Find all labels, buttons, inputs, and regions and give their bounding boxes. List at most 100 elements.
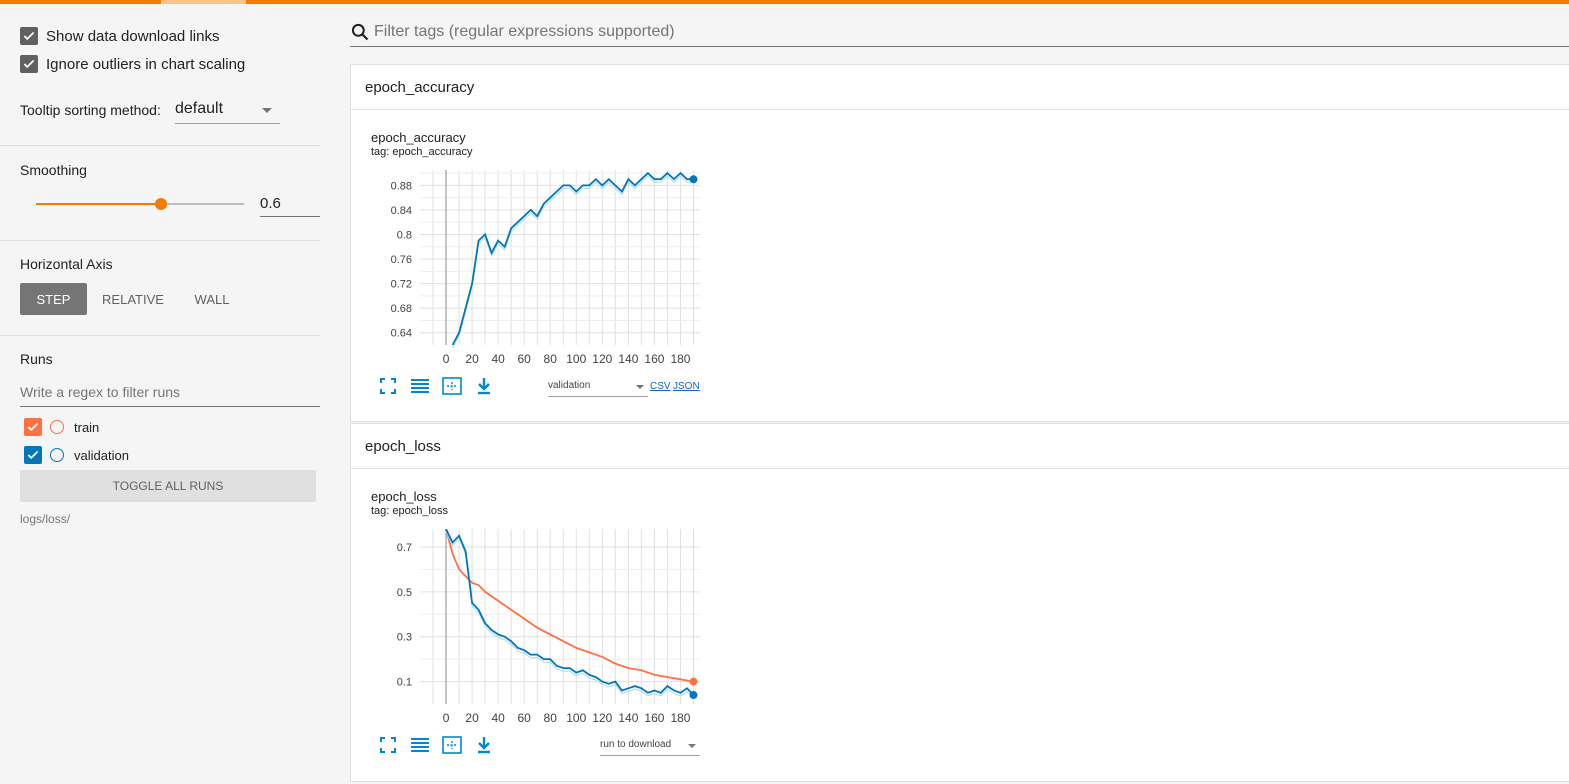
- dropdown-caret-icon: [688, 744, 696, 748]
- tag-filter-search[interactable]: Filter tags (regular expressions support…: [350, 18, 1569, 47]
- divider: [0, 335, 320, 336]
- axis-relative-button[interactable]: RELATIVE: [102, 291, 164, 307]
- x-tick-label: 100: [566, 352, 586, 366]
- x-tick-label: 160: [644, 352, 664, 366]
- toggle-log-scale-icon[interactable]: [410, 735, 430, 755]
- fullscreen-icon[interactable]: [378, 735, 398, 755]
- toggle-all-runs-button[interactable]: TOGGLE ALL RUNS: [20, 470, 316, 502]
- y-tick-label: 0.76: [391, 254, 412, 266]
- smoothing-slider[interactable]: [36, 198, 244, 210]
- axis-step-button[interactable]: STEP: [20, 283, 87, 315]
- top-bar: [0, 0, 1569, 4]
- download-icon[interactable]: [474, 735, 494, 755]
- divider: [0, 145, 320, 146]
- x-tick-label: 40: [491, 711, 505, 725]
- category-body: [350, 469, 1569, 782]
- x-tick-label: 180: [670, 711, 690, 725]
- x-tick-label: 40: [491, 352, 505, 366]
- x-tick-label: 80: [544, 711, 558, 725]
- checkbox-checked-icon[interactable]: [24, 446, 42, 464]
- show-download-links-label: Show data download links: [46, 27, 220, 45]
- run-label-train: train: [74, 419, 100, 435]
- smoothing-slider-fill: [36, 203, 161, 205]
- run-color-circle-icon[interactable]: [50, 448, 64, 462]
- y-tick-label: 0.3: [397, 632, 412, 644]
- y-tick-label: 0.68: [391, 303, 412, 315]
- checkbox-checked-icon[interactable]: [20, 27, 38, 45]
- csv-download-link[interactable]: CSV: [650, 381, 671, 392]
- x-tick-label: 80: [544, 352, 558, 366]
- smoothing-slider-thumb[interactable]: [154, 198, 167, 210]
- runs-filter-input[interactable]: Write a regex to filter runs: [20, 381, 320, 407]
- x-tick-label: 0: [443, 352, 450, 366]
- y-tick-label: 0.1: [397, 677, 412, 689]
- download-icon[interactable]: [474, 376, 494, 396]
- sidebar: Show data download links Ignore outliers…: [0, 4, 320, 784]
- category-header-epoch-accuracy[interactable]: epoch_accuracy: [350, 64, 1569, 110]
- accuracy-chart[interactable]: 0.64 0.68 0.72 0.76 0.8 0.84 0.88 0 20 40 60 80 100 1…: [371, 165, 711, 370]
- loss-chart[interactable]: 0.1 0.3 0.5 0.7 0 20 40 60 80 100 120 140 160 180: [371, 524, 711, 729]
- x-tick-label: 60: [518, 711, 532, 725]
- checkbox-checked-icon[interactable]: [24, 418, 42, 436]
- axis-wall-button[interactable]: WALL: [194, 291, 230, 307]
- run-row-train[interactable]: train: [24, 418, 99, 436]
- x-tick-label: 0: [443, 711, 450, 725]
- divider: [0, 240, 320, 241]
- y-tick-label: 0.8: [397, 229, 412, 241]
- tooltip-sorting-value: default: [175, 100, 224, 117]
- card-title: epoch_accuracy: [371, 130, 466, 145]
- x-tick-label: 120: [592, 711, 612, 725]
- ignore-outliers-label: Ignore outliers in chart scaling: [46, 55, 246, 73]
- category-body: [350, 110, 1569, 422]
- series-end-marker-validation: [689, 691, 698, 700]
- x-tick-label: 20: [465, 352, 479, 366]
- x-tick-label: 160: [644, 711, 664, 725]
- chart-toolbar: [378, 735, 506, 755]
- ignore-outliers-checkbox[interactable]: Ignore outliers in chart scaling: [20, 55, 245, 73]
- run-download-select-value: validation: [548, 380, 591, 391]
- y-tick-label: 0.7: [397, 542, 412, 554]
- series-end-marker-train: [689, 677, 698, 686]
- x-tick-label: 180: [670, 352, 690, 366]
- fullscreen-icon[interactable]: [378, 376, 398, 396]
- series-line-validation: [451, 171, 694, 345]
- smoothing-title: Smoothing: [20, 162, 87, 178]
- tooltip-sorting-label: Tooltip sorting method:: [20, 102, 161, 118]
- toggle-log-scale-icon[interactable]: [410, 376, 430, 396]
- x-tick-label: 140: [618, 352, 638, 366]
- show-download-links-checkbox[interactable]: Show data download links: [20, 27, 219, 45]
- run-color-circle-icon[interactable]: [50, 420, 64, 434]
- x-tick-label: 60: [518, 352, 532, 366]
- y-tick-label: 0.64: [391, 328, 412, 340]
- series-end-marker-validation: [689, 175, 698, 184]
- category-header-epoch-loss[interactable]: epoch_loss: [350, 423, 1569, 469]
- search-input[interactable]: Filter tags (regular expressions support…: [374, 23, 675, 40]
- run-download-select-value: run to download: [600, 739, 672, 750]
- x-tick-label: 140: [618, 711, 638, 725]
- run-download-select[interactable]: validation: [548, 379, 648, 397]
- category-title: epoch_accuracy: [365, 79, 475, 96]
- series-line-validation: [445, 529, 695, 696]
- run-download-select[interactable]: run to download: [600, 738, 700, 756]
- search-icon: [351, 23, 369, 41]
- card-tag: tag: epoch_accuracy: [371, 146, 473, 158]
- fit-domain-icon[interactable]: [442, 735, 462, 755]
- json-download-link[interactable]: JSON: [673, 381, 700, 392]
- y-tick-label: 0.84: [391, 205, 412, 217]
- x-tick-label: 100: [566, 711, 586, 725]
- category-title: epoch_loss: [365, 438, 441, 455]
- y-tick-label: 0.5: [397, 587, 412, 599]
- checkbox-checked-icon[interactable]: [20, 55, 38, 73]
- run-row-validation[interactable]: validation: [24, 446, 129, 464]
- card-title: epoch_loss: [371, 489, 437, 504]
- fit-domain-icon[interactable]: [442, 376, 462, 396]
- runs-title: Runs: [20, 351, 53, 367]
- x-tick-label: 120: [592, 352, 612, 366]
- dropdown-caret-icon: [636, 385, 644, 389]
- series-raw-line: [445, 532, 694, 699]
- chart-toolbar: [378, 376, 506, 396]
- horizontal-axis-title: Horizontal Axis: [20, 256, 113, 272]
- tooltip-sorting-select[interactable]: default: [175, 98, 280, 124]
- smoothing-value-input[interactable]: 0.6: [260, 192, 320, 217]
- series-raw-line: [452, 175, 694, 348]
